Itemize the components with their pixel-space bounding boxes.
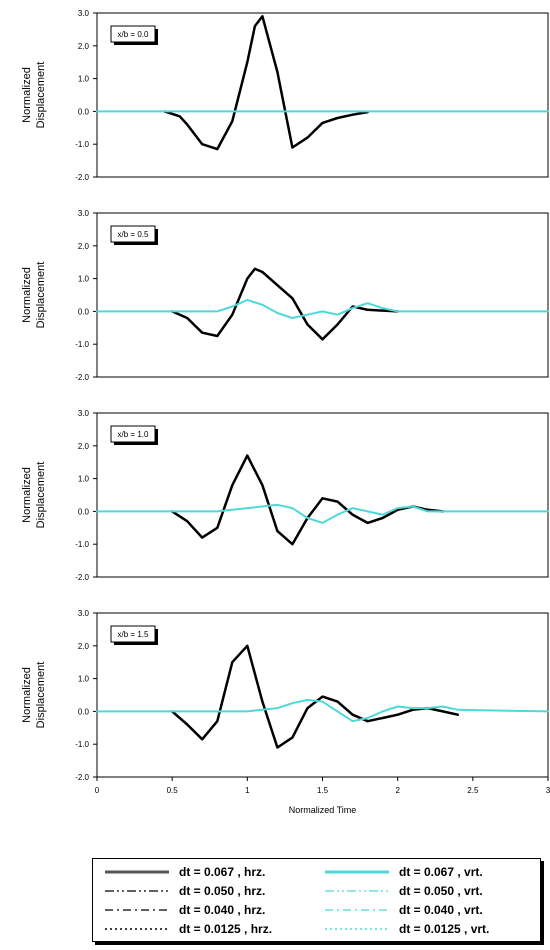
legend-item: dt = 0.040 , hrz. <box>105 902 265 918</box>
series-line-horizontal <box>163 15 369 151</box>
y-axis-label: Normalized Displacement <box>21 462 47 529</box>
y-tick-label: -1.0 <box>75 340 89 349</box>
legend-item: dt = 0.067 , hrz. <box>105 864 265 880</box>
legend-swatch <box>105 890 169 892</box>
y-tick-label: -1.0 <box>75 740 89 749</box>
series-line-vertical <box>96 503 549 524</box>
y-tick-label: 1.0 <box>78 275 90 284</box>
legend-label: dt = 0.067 , vrt. <box>399 865 483 879</box>
y-tick-label: 1.0 <box>78 675 90 684</box>
legend-swatch <box>105 870 169 874</box>
legend-label: dt = 0.067 , hrz. <box>179 865 266 879</box>
y-axis-label: Normalized Displacement <box>21 62 47 129</box>
series-line-vertical <box>96 298 549 319</box>
annotation-box <box>110 425 156 443</box>
y-tick-label: -2.0 <box>75 173 89 182</box>
x-tick-label: 2.5 <box>467 786 479 795</box>
legend-swatch <box>325 890 389 892</box>
y-tick-label: 2.0 <box>78 642 90 651</box>
legend: dt = 0.067 , hrz. dt = 0.067 , vrt. dt =… <box>92 858 541 942</box>
y-tick-label: 2.0 <box>78 42 90 51</box>
chart-panel: 3.0 2.0 1.0 0.0 -1.0 -2.0 Normalized Displaceme… <box>21 209 549 382</box>
y-tick-label: 2.0 <box>78 442 90 451</box>
legend-swatch <box>325 870 389 874</box>
y-axis-label: Normalized Displacement <box>21 262 47 329</box>
x-tick-label: 3 <box>546 786 550 795</box>
series-line-vertical <box>96 698 549 723</box>
charts-container: 3.0 2.0 1.0 0.0 -1.0 -2.0 Normalized Displaceme… <box>21 9 550 815</box>
chart-panel: 3.0 2.0 1.0 0.0 -1.0 -2.0 Normalized Displaceme… <box>21 9 549 182</box>
legend-label: dt = 0.050 , vrt. <box>399 884 483 898</box>
legend-swatch <box>105 909 169 911</box>
legend-label: dt = 0.0125 , vrt. <box>399 922 490 936</box>
series-line-horizontal <box>170 267 399 341</box>
y-tick-label: -2.0 <box>75 373 89 382</box>
y-axis-label: Normalized Displacement <box>21 662 47 729</box>
y-tick-label: -1.0 <box>75 140 89 149</box>
y-tick-label: 0.0 <box>78 107 90 116</box>
x-tick-label: 1 <box>245 786 250 795</box>
y-tick-label: 3.0 <box>78 609 90 618</box>
legend-item: dt = 0.040 , vrt. <box>325 902 483 918</box>
panel-annotation: x/b = 1.0 <box>118 430 149 439</box>
y-tick-label: -2.0 <box>75 573 89 582</box>
y-tick-label: 0.0 <box>78 307 90 316</box>
panel-annotation: x/b = 0.0 <box>118 30 149 39</box>
legend-swatch <box>325 909 389 911</box>
x-tick-label: 2 <box>395 786 400 795</box>
chart-panel: 3.0 2.0 1.0 0.0 -1.0 -2.0 Normalized Displaceme… <box>21 609 550 815</box>
annotation-box <box>110 625 156 643</box>
y-tick-label: 2.0 <box>78 242 90 251</box>
x-axis-label: Normalized Time <box>289 805 357 815</box>
y-tick-label: 3.0 <box>78 9 90 18</box>
plot-frame <box>96 612 549 778</box>
panel-annotation: x/b = 1.5 <box>118 630 149 639</box>
panel-annotation: x/b = 0.5 <box>118 230 149 239</box>
plot-frame <box>96 12 549 178</box>
chart-panel: 3.0 2.0 1.0 0.0 -1.0 -2.0 Normalized Displaceme… <box>21 409 549 582</box>
legend-item: dt = 0.050 , vrt. <box>325 883 483 899</box>
y-tick-label: -1.0 <box>75 540 89 549</box>
y-tick-label: 0.0 <box>78 507 90 516</box>
legend-item: dt = 0.0125 , vrt. <box>325 921 489 937</box>
y-tick-label: 3.0 <box>78 209 90 218</box>
plot-frame <box>96 212 549 378</box>
y-tick-label: 1.0 <box>78 475 90 484</box>
legend-swatch <box>105 928 169 930</box>
annotation-box <box>110 25 156 43</box>
legend-item: dt = 0.0125 , hrz. <box>105 921 272 937</box>
x-tick-label: 1.5 <box>317 786 329 795</box>
legend-item: dt = 0.067 , vrt. <box>325 864 483 880</box>
annotation-box <box>110 225 156 243</box>
y-tick-label: 3.0 <box>78 409 90 418</box>
legend-label: dt = 0.040 , hrz. <box>179 903 266 917</box>
legend-label: dt = 0.050 , hrz. <box>179 884 266 898</box>
x-tick-label: 0 <box>95 786 100 795</box>
y-tick-label: 0.0 <box>78 707 90 716</box>
plot-frame <box>96 412 549 578</box>
legend-swatch <box>325 928 389 930</box>
legend-item: dt = 0.050 , hrz. <box>105 883 265 899</box>
legend-label: dt = 0.040 , vrt. <box>399 903 483 917</box>
y-tick-label: -2.0 <box>75 773 89 782</box>
y-tick-label: 1.0 <box>78 75 90 84</box>
legend-label: dt = 0.0125 , hrz. <box>179 922 273 936</box>
x-tick-label: 0.5 <box>167 786 179 795</box>
